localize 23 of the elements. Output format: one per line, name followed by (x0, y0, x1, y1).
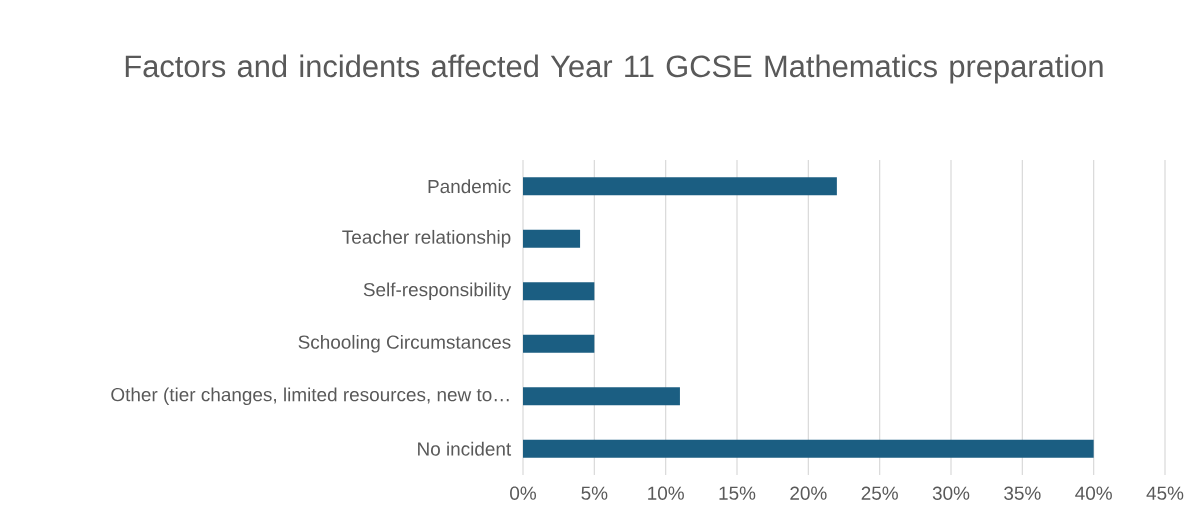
y-tick-label: No incident (418, 441, 512, 456)
y-tick-label: Other (tier changes, limited resources, new to… (111, 387, 509, 406)
y-tick-label: Schooling Circumstances (298, 334, 511, 353)
bar (523, 439, 1094, 458)
bar (523, 229, 581, 248)
chart-title: Factors and incidents affected Year 11 GCSE Mathematics preparation (125, 54, 1103, 84)
x-tick-label: 0% (510, 486, 537, 500)
x-tick-label: 30% (932, 486, 970, 500)
x-tick-label: 25% (861, 486, 898, 500)
bar (523, 387, 680, 406)
x-tick-label: 35% (1004, 486, 1041, 500)
x-tick-label: 20% (790, 486, 827, 500)
x-tick-label: 45% (1146, 486, 1184, 500)
x-tick-label: 10% (648, 486, 684, 500)
x-tick-label: 15% (719, 486, 756, 500)
y-tick-label: Teacher relationship (342, 229, 511, 248)
y-tick-label: Self-responsibility (363, 282, 512, 301)
bar (523, 334, 595, 353)
x-tick-label: 5% (581, 486, 608, 500)
bar (523, 282, 595, 301)
y-tick-label: Pandemic (428, 179, 511, 194)
bar (523, 177, 837, 196)
x-tick-label: 40% (1075, 486, 1112, 500)
